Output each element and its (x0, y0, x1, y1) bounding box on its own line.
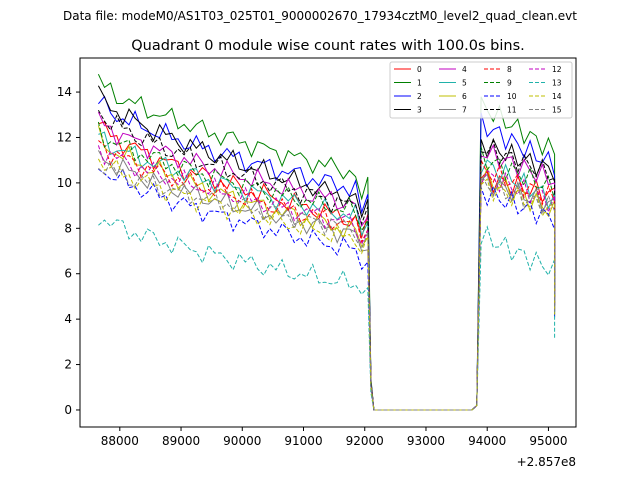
legend-label-15: 15 (552, 106, 562, 115)
x-tick-label: 93000 (407, 434, 445, 448)
y-tick-label: 14 (57, 85, 72, 99)
legend-box (389, 61, 573, 119)
legend-label-9: 9 (507, 79, 512, 88)
legend-label-13: 13 (552, 79, 562, 88)
y-tick-label: 2 (64, 358, 72, 372)
legend-label-12: 12 (552, 65, 562, 74)
legend-label-3: 3 (417, 106, 422, 115)
series-line-15 (98, 159, 556, 411)
series-line-13 (98, 219, 556, 411)
series-line-8 (98, 140, 556, 411)
x-tick-label: 89000 (162, 434, 200, 448)
x-tick-label: 88000 (101, 434, 139, 448)
legend-label-1: 1 (417, 79, 422, 88)
x-tick-label: 95000 (529, 434, 567, 448)
series-line-5 (98, 131, 556, 411)
legend-label-6: 6 (462, 92, 467, 101)
series-line-0 (98, 121, 556, 411)
series-line-9 (97, 121, 556, 411)
series-layer (97, 73, 556, 411)
y-tick-label: 10 (57, 176, 72, 190)
x-tick-label: 94000 (468, 434, 506, 448)
y-tick-label: 6 (64, 267, 72, 281)
x-tick-label: 90000 (223, 434, 261, 448)
x-tick-label: 92000 (346, 434, 384, 448)
legend-label-10: 10 (507, 92, 517, 101)
y-axis: 0 2 4 6 8 10 12 14 (57, 85, 80, 417)
series-line-11 (97, 109, 556, 411)
series-line-12 (97, 145, 556, 411)
legend-label-4: 4 (462, 65, 467, 74)
chart-title: Quadrant 0 module wise count rates with … (131, 38, 525, 54)
series-line-3 (97, 85, 556, 411)
legend-label-8: 8 (507, 65, 512, 74)
x-tick-label: 91000 (284, 434, 322, 448)
series-line-10 (98, 168, 556, 411)
y-tick-label: 12 (57, 130, 72, 144)
x-offset-label: +2.857e8 (517, 455, 576, 469)
legend-label-0: 0 (417, 65, 422, 74)
x-axis: 88000 89000 90000 91000 92000 93000 94000 95000 (101, 427, 568, 448)
y-tick-label: 8 (64, 221, 72, 235)
legend-label-11: 11 (507, 106, 517, 115)
legend-label-2: 2 (417, 92, 422, 101)
plot-area-frame (79, 57, 577, 428)
suptitle: Data file: modeM0/AS1T03_025T01_90000026… (63, 9, 577, 23)
series-line-4 (97, 111, 556, 411)
legend-label-14: 14 (552, 92, 562, 101)
legend-label-7: 7 (462, 106, 467, 115)
legend-label-5: 5 (462, 79, 467, 88)
series-line-14 (97, 158, 556, 411)
y-tick-label: 4 (64, 312, 72, 326)
y-tick-label: 0 (64, 403, 72, 417)
